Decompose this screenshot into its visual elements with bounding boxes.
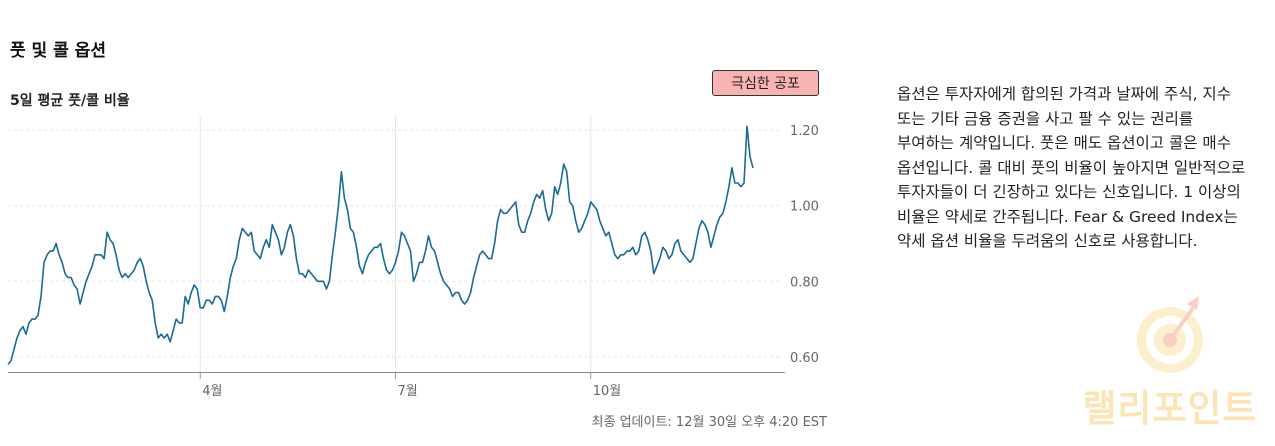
watermark-text: 랠리포인트 [1082,387,1258,430]
put-call-ratio-line [7,125,754,365]
section-title: 풋 및 콜 옵션 [10,41,106,61]
grid-layer [8,115,780,372]
rating-badge: 극심한 공포 [712,70,819,96]
x-tick-label: 7월 [398,384,418,399]
axis-layer [8,372,785,379]
last-updated-text: 최종 업데이트: 12월 30일 오후 4:20 EST [591,415,827,430]
x-tick-label: 10월 [593,384,622,399]
x-tick-label: 4월 [202,384,222,399]
rallypoint-watermark: 랠리포인트 [1075,290,1265,430]
target-logo-icon [1137,296,1203,373]
put-call-ratio-chart: 1.20 1.00 0.80 0.60 4월 7월 10월 [7,115,819,399]
chart-title: 5일 평균 풋/콜 비율 [10,93,130,109]
y-tick-label: 0.80 [790,275,819,290]
y-tick-label: 1.20 [790,124,819,139]
y-tick-label: 0.60 [790,351,819,366]
label-layer: 1.20 1.00 0.80 0.60 4월 7월 10월 [202,124,819,399]
description-text: 옵션은 투자자에게 합의된 가격과 날짜에 주식, 지수 또는 기타 금융 증권… [897,85,1246,250]
y-tick-label: 1.00 [790,200,819,215]
series-layer [7,125,754,365]
